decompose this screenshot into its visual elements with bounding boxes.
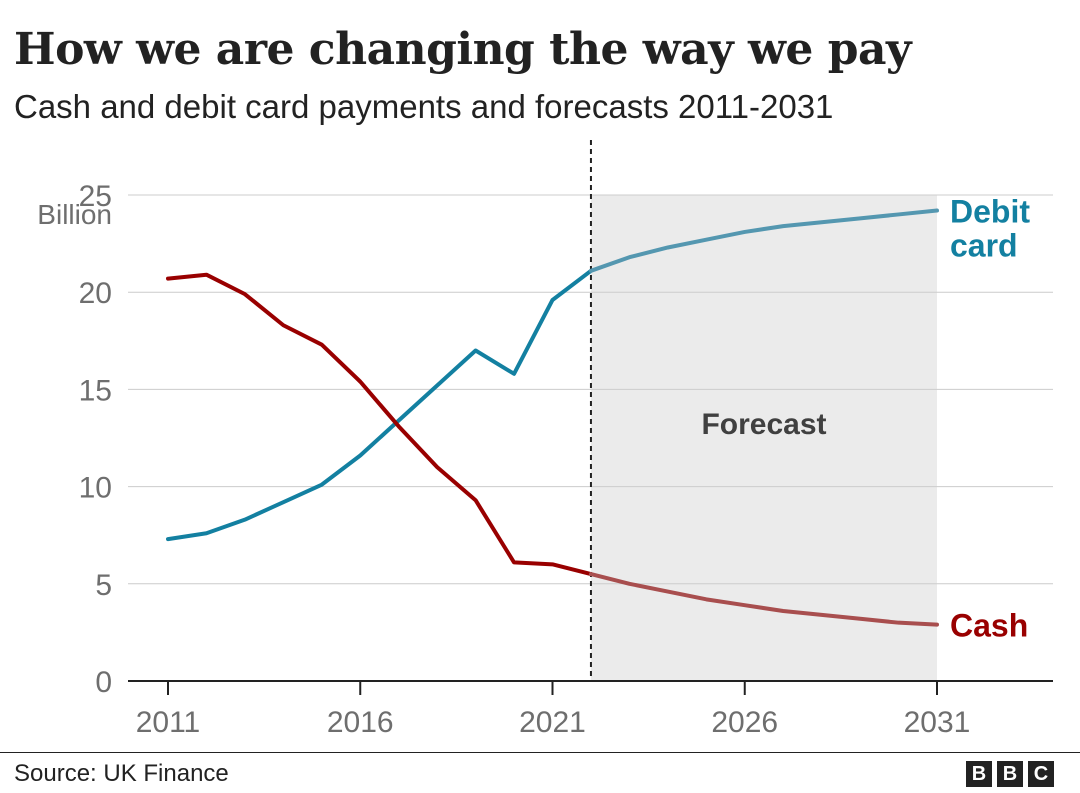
x-tick-label: 2011 <box>136 706 201 739</box>
series-label: Debit <box>950 194 1030 230</box>
bbc-logo: B B C <box>966 761 1054 787</box>
series-line-historic <box>166 268 593 542</box>
logo-letter: B <box>966 761 992 787</box>
chart-title: How we are changing the way we pay <box>14 24 912 75</box>
series-line-forecast <box>588 208 939 273</box>
y-axis: 0 5 10 15 20 25 <box>79 180 112 699</box>
series-label: card <box>950 228 1018 264</box>
y-tick-label: 10 <box>79 472 112 505</box>
x-tick-label: 2026 <box>711 706 778 739</box>
series-line-historic <box>166 272 593 577</box>
y-tick-label: 25 <box>79 180 112 213</box>
y-tick-label: 15 <box>79 374 112 407</box>
y-tick-label: 20 <box>79 277 112 310</box>
series-label: Cash <box>950 608 1028 644</box>
forecast-label: Forecast <box>701 408 826 441</box>
line-chart: Forecast 2011 2016 2021 2026 2031 0 5 10 15 20 25… <box>37 140 1053 739</box>
y-tick-label: 5 <box>95 569 112 602</box>
x-axis: 2011 2016 2021 2026 2031 <box>136 681 971 739</box>
logo-letter: B <box>997 761 1023 787</box>
series-layer <box>166 208 939 627</box>
logo-letter: C <box>1028 761 1054 787</box>
forecast-region <box>590 195 937 681</box>
x-tick-label: 2031 <box>904 706 971 739</box>
chart-subtitle: Cash and debit card payments and forecas… <box>14 88 834 125</box>
source-note: Source: UK Finance <box>14 760 229 787</box>
x-tick-label: 2021 <box>519 706 586 739</box>
series-line-forecast <box>588 572 939 627</box>
footer-divider <box>0 752 1080 753</box>
y-axis-label: Billion <box>37 199 112 230</box>
x-tick-label: 2016 <box>327 706 394 739</box>
y-tick-label: 0 <box>95 666 112 699</box>
